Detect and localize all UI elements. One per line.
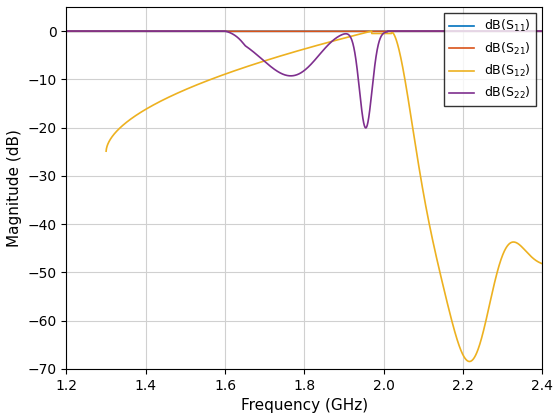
- Y-axis label: Magnitude (dB): Magnitude (dB): [7, 129, 22, 247]
- X-axis label: Frequency (GHz): Frequency (GHz): [241, 398, 368, 413]
- Legend: dB(S$_{11}$), dB(S$_{21}$), dB(S$_{12}$), dB(S$_{22}$): dB(S$_{11}$), dB(S$_{21}$), dB(S$_{12}$)…: [444, 13, 536, 106]
